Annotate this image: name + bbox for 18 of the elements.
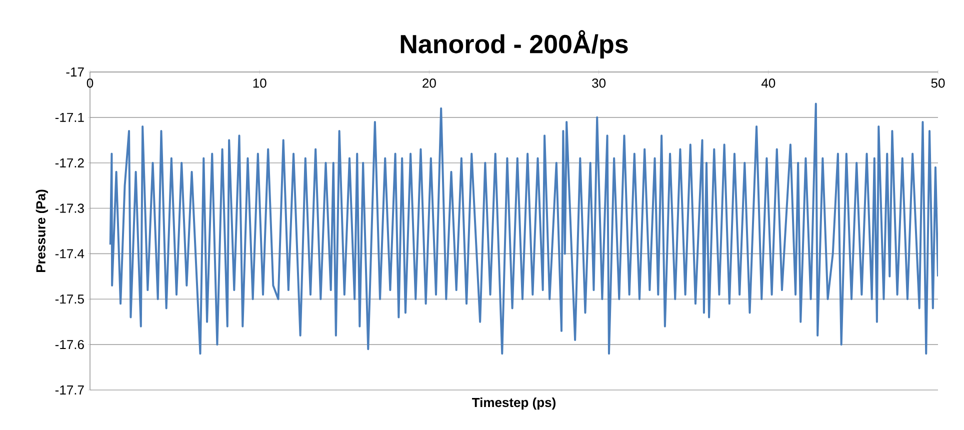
line-series: [109, 102, 938, 355]
x-tick-label: 0: [86, 78, 94, 88]
y-tick-label: -17.2: [55, 158, 84, 168]
x-tick-label: 20: [422, 78, 436, 88]
y-tick-label: -17.3: [55, 204, 84, 213]
y-tick-label: -17.6: [55, 340, 84, 350]
x-axis-title: Timestep (ps): [472, 398, 556, 410]
y-axis-title: Pressure (Pa): [36, 190, 48, 272]
y-tick-label: -17.4: [55, 249, 84, 258]
y-tick-label: -17: [66, 68, 84, 76]
x-tick-label: 30: [592, 78, 606, 88]
chart-title: Nanorod - 200Å/ps: [400, 30, 628, 58]
y-tick-label: -17.5: [55, 294, 84, 304]
x-tick-label: 40: [761, 78, 776, 88]
y-tick-label: -17.1: [55, 112, 84, 122]
x-tick-label: 50: [931, 78, 945, 88]
x-tick-label: 10: [253, 78, 266, 88]
y-tick-label: -17.7: [55, 386, 84, 394]
